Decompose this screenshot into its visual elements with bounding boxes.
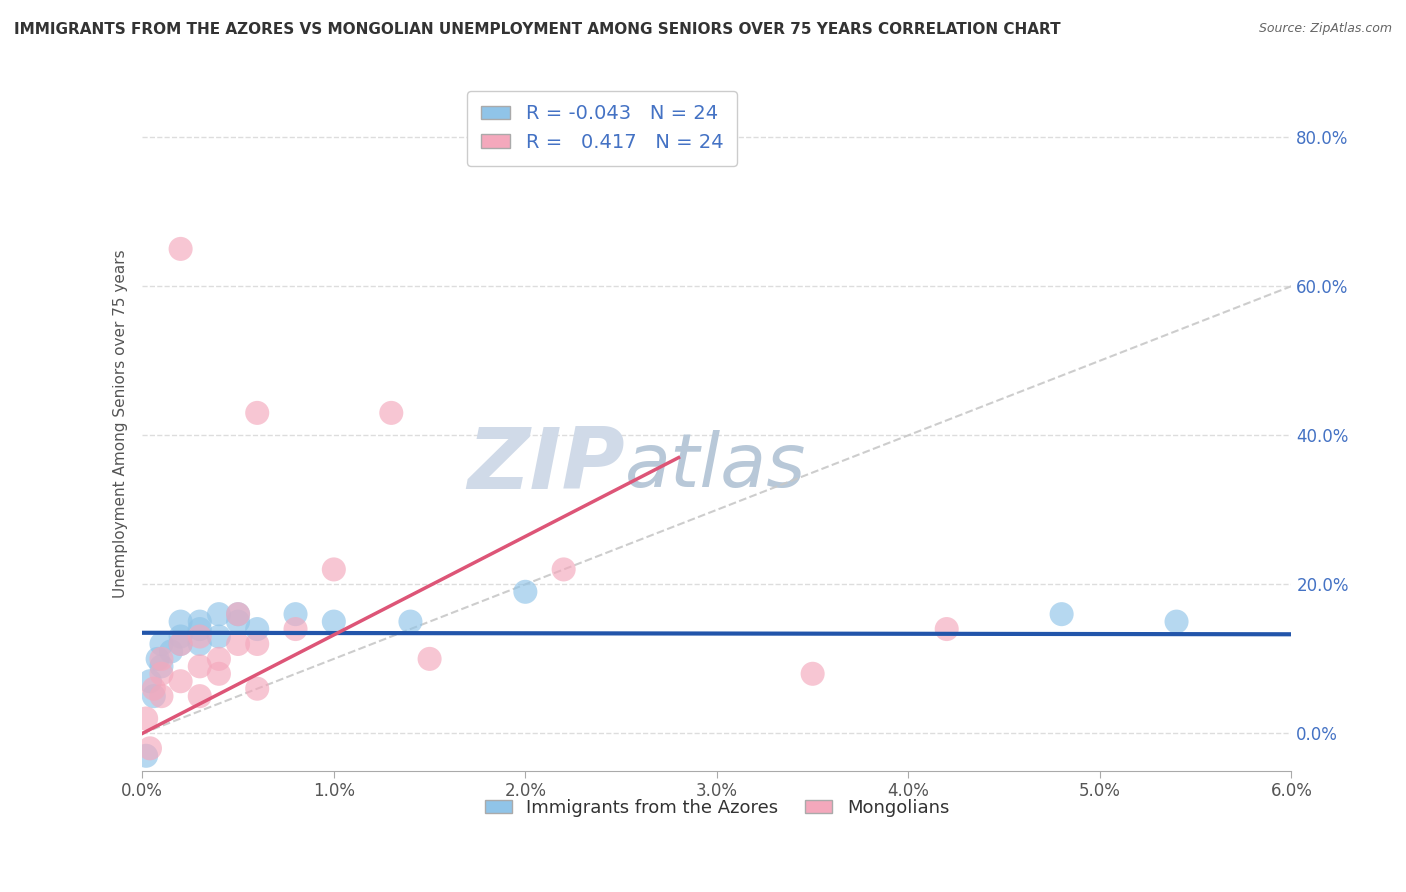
Point (150, 666, 173, 681)
Point (226, 607, 249, 622)
Point (146, 652, 169, 666)
Text: ZIP: ZIP (467, 425, 624, 508)
Point (419, 652, 441, 666)
Point (169, 637, 191, 651)
Point (515, 584, 537, 599)
Point (208, 652, 231, 666)
Point (160, 644, 183, 658)
Point (322, 562, 344, 576)
Y-axis label: Unemployment Among Seniors over 75 years: Unemployment Among Seniors over 75 years (114, 250, 128, 599)
Point (188, 622, 211, 636)
Point (150, 689, 173, 703)
Point (188, 637, 211, 651)
Point (208, 666, 231, 681)
Point (169, 637, 191, 651)
Point (150, 652, 173, 666)
Point (150, 637, 173, 651)
Point (553, 562, 575, 576)
Point (135, 748, 157, 763)
Point (226, 615, 249, 629)
Point (284, 622, 307, 636)
Point (246, 622, 269, 636)
Point (139, 741, 162, 756)
Point (142, 681, 165, 696)
Point (1050, 607, 1073, 622)
Point (246, 406, 269, 420)
Point (380, 406, 402, 420)
Point (801, 666, 824, 681)
Point (226, 607, 249, 622)
Point (169, 674, 191, 689)
Point (188, 615, 211, 629)
Point (208, 607, 231, 622)
Point (1166, 615, 1188, 629)
Text: Source: ZipAtlas.com: Source: ZipAtlas.com (1258, 22, 1392, 36)
Point (142, 689, 165, 703)
Point (150, 659, 173, 673)
Point (188, 630, 211, 644)
Point (169, 630, 191, 644)
Point (322, 615, 344, 629)
Text: IMMIGRANTS FROM THE AZORES VS MONGOLIAN UNEMPLOYMENT AMONG SENIORS OVER 75 YEARS: IMMIGRANTS FROM THE AZORES VS MONGOLIAN … (14, 22, 1060, 37)
Point (226, 637, 249, 651)
Point (284, 607, 307, 622)
Point (169, 242, 191, 256)
Point (139, 674, 162, 689)
Point (135, 712, 157, 726)
Point (188, 689, 211, 703)
Legend: Immigrants from the Azores, Mongolians: Immigrants from the Azores, Mongolians (478, 791, 956, 824)
Point (246, 681, 269, 696)
Point (169, 615, 191, 629)
Point (188, 659, 211, 673)
Point (399, 615, 422, 629)
Point (246, 637, 269, 651)
Point (935, 622, 957, 636)
Text: atlas: atlas (624, 430, 806, 501)
Point (208, 630, 231, 644)
